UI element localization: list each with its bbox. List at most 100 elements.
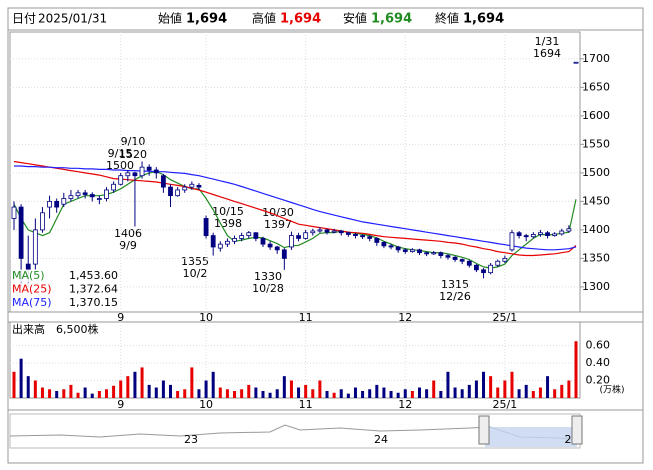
volume-bar	[297, 387, 301, 398]
candle-body	[47, 200, 52, 208]
high: 1,694	[280, 12, 321, 27]
legend-bg	[11, 269, 119, 283]
y-tick-label: 1650	[582, 80, 610, 93]
navigator-handle[interactable]	[571, 415, 583, 445]
candle-body	[452, 256, 458, 260]
low: 1,694	[371, 12, 412, 27]
y-tick-label: 0.60	[586, 339, 611, 352]
candle-body	[281, 249, 287, 259]
volume-bar	[474, 380, 478, 398]
volume-bar	[33, 380, 37, 398]
volume-bar	[147, 384, 151, 398]
volume-bar	[55, 391, 59, 398]
candle-body	[18, 206, 24, 259]
candle-body	[495, 260, 501, 266]
legend-name: MA(25)	[12, 283, 52, 296]
candle-body	[32, 229, 38, 265]
candle-body	[168, 186, 173, 197]
close: 1,694	[463, 12, 504, 27]
volume-bar	[417, 387, 421, 398]
candle-body	[289, 235, 294, 248]
annotation-value: 1520	[119, 148, 147, 161]
candle-body	[530, 234, 536, 238]
candle-body	[253, 232, 259, 239]
candle-body	[125, 172, 131, 177]
annotation-value: 1330	[254, 270, 282, 283]
candle-body	[267, 243, 273, 248]
x-tick-label: 9	[117, 398, 124, 411]
candle-body	[54, 200, 60, 208]
ma-line	[13, 160, 577, 257]
volume-bar	[183, 389, 187, 398]
x-tick-label: 11	[299, 311, 313, 324]
candle-body	[217, 243, 223, 249]
volume-last: 6,500株	[56, 322, 99, 336]
volume-bar	[69, 384, 73, 398]
close-label: 終値	[435, 11, 459, 26]
navigator: 23 24 2	[9, 413, 583, 449]
x-tick-label: 9	[117, 311, 124, 324]
volume-bar	[204, 380, 208, 398]
candle-body	[402, 249, 408, 252]
volume-bar	[247, 384, 251, 398]
legend-bg	[11, 296, 119, 310]
volume-bar	[161, 380, 165, 398]
candle-body	[474, 264, 479, 271]
y-tick-label: 1300	[582, 280, 610, 293]
volume-bar	[524, 384, 528, 398]
legend-value: 1,370.15	[69, 296, 118, 309]
candle-body	[274, 246, 280, 251]
candle-body	[445, 255, 451, 258]
volume-bar	[19, 358, 23, 398]
candle-body	[523, 235, 529, 238]
candle-body	[331, 230, 337, 233]
candle-body	[310, 230, 316, 234]
navigator-label: 2	[565, 433, 572, 446]
volume-bar	[126, 376, 130, 398]
y-tick-label: 1600	[582, 109, 610, 122]
volume-bar	[275, 389, 279, 398]
low-label: 安値	[343, 11, 367, 26]
annotation-date: 9/9	[119, 239, 137, 252]
volume-bar	[510, 371, 514, 398]
candle-body	[96, 198, 102, 200]
open: 1,694	[186, 12, 227, 27]
candle-body	[132, 172, 138, 177]
volume-bar	[396, 392, 400, 398]
annotation-value: 1694	[533, 47, 561, 60]
candle-body	[345, 232, 351, 235]
volume-bar	[368, 389, 372, 398]
volume-bar	[353, 387, 357, 398]
volume-bar	[218, 387, 222, 398]
candle-body	[40, 212, 45, 231]
volume-bar	[410, 391, 414, 398]
volume-bar	[12, 371, 16, 398]
volume-bar	[83, 387, 87, 398]
open-label: 始値	[158, 11, 182, 26]
volume-bar	[104, 389, 108, 398]
volume-bar	[432, 380, 436, 398]
x-tick-label: 12	[398, 311, 412, 324]
annotation-date: 10/28	[252, 282, 284, 295]
candle-body	[338, 230, 344, 234]
legend-value: 1,372.64	[69, 283, 118, 296]
candle-body	[225, 240, 230, 245]
candle-body	[459, 259, 465, 262]
annotation-value: 1315	[441, 278, 469, 291]
volume-bar	[517, 389, 521, 398]
high-label: 高値	[252, 11, 276, 26]
navigator-handle[interactable]	[478, 415, 490, 445]
candle-body	[488, 264, 494, 274]
candle-body	[573, 61, 579, 64]
volume-bar	[574, 341, 578, 398]
volume-bar	[361, 391, 365, 398]
candle-body	[516, 232, 522, 236]
volume-bar	[503, 380, 507, 398]
candle-body	[317, 229, 323, 232]
volume-bar	[567, 380, 571, 398]
volume-bar	[346, 393, 350, 398]
annotation-date: 1/31	[535, 35, 560, 48]
candle-body	[466, 260, 472, 266]
candle-body	[552, 233, 558, 236]
legend-value: 1,453.60	[69, 269, 118, 282]
